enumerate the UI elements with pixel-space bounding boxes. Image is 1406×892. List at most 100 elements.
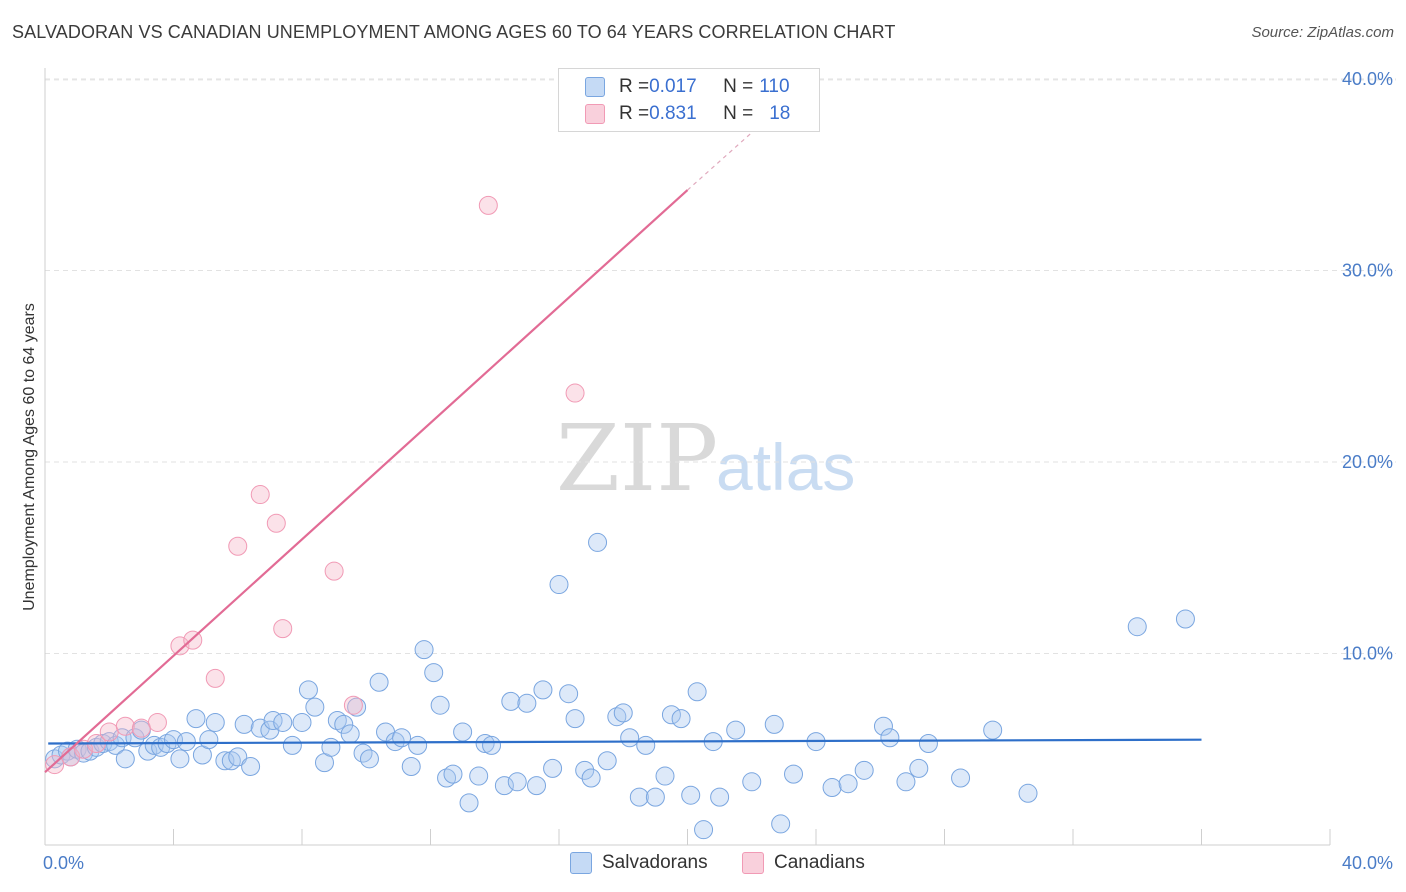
canadian-point — [565, 383, 585, 403]
salvadoran-point — [671, 709, 691, 729]
salvadoran-point — [234, 714, 254, 734]
salvadoran-point — [305, 697, 325, 717]
salvadoran-point — [661, 705, 681, 725]
series-swatch-salvadorans — [570, 852, 592, 874]
salvadoran-point — [298, 680, 318, 700]
salvadoran-point — [771, 814, 791, 834]
salvadoran-point — [186, 709, 206, 729]
salvadoran-point — [215, 751, 235, 771]
canadian-point — [228, 536, 248, 556]
legend-n-label: N = — [723, 103, 754, 124]
salvadoran-point — [1175, 609, 1195, 629]
salvadoran-point — [559, 684, 579, 704]
canadian-point — [131, 718, 151, 738]
salvadoran-point — [282, 735, 302, 755]
salvadoran-point — [469, 766, 489, 786]
canadian-point — [115, 716, 135, 736]
watermark-zip: ZIP — [556, 405, 718, 512]
salvadoran-point — [629, 787, 649, 807]
salvadoran-point — [359, 749, 379, 769]
series-label-canadians: Canadians — [774, 852, 865, 873]
salvadoran-point — [873, 716, 893, 736]
salvadoran-point — [401, 756, 421, 776]
salvadoran-point — [694, 820, 714, 840]
grid-lines — [45, 78, 1396, 654]
salvadoran-point — [880, 728, 900, 748]
salvadoran-point — [205, 712, 225, 732]
salvadoran-point — [453, 722, 473, 742]
y-tick-label: 20.0% — [1342, 452, 1393, 472]
salvadoran-point — [430, 695, 450, 715]
x-tick-label: 0.0% — [43, 853, 84, 873]
salvadoran-point — [115, 749, 135, 769]
salvadoran-trend-line — [48, 738, 1202, 745]
salvadoran-point — [588, 532, 608, 552]
salvadoran-point — [620, 728, 640, 748]
legend-n-value: 110 — [759, 76, 790, 97]
salvadoran-point — [273, 712, 293, 732]
correlation-legend: R = 0.017 N = 110 R = 0.831 N = 18 — [558, 68, 820, 132]
axes — [44, 68, 1331, 846]
salvadoran-point — [263, 711, 283, 731]
legend-r-label: R = — [619, 103, 650, 124]
legend-n-label: N = — [723, 76, 754, 97]
canadian-point — [266, 513, 286, 533]
salvadoran-point — [687, 682, 707, 702]
salvadoran-point — [838, 774, 858, 794]
salvadoran-point — [822, 778, 842, 798]
salvadoran-point — [784, 764, 804, 784]
x-tick-label: 40.0% — [1342, 853, 1393, 873]
salvadoran-point — [292, 712, 312, 732]
salvadoran-point — [549, 575, 569, 595]
watermark-atlas: atlas — [716, 430, 855, 504]
salvadoran-point — [613, 703, 633, 723]
salvadoran-point — [321, 737, 341, 757]
canadian-point — [74, 739, 94, 759]
legend-row-salvadorans: R = 0.017 N = 110 — [585, 76, 790, 98]
salvadoran-point — [199, 730, 219, 750]
canadian-point — [478, 195, 498, 215]
legend-swatch-salvadorans — [585, 77, 605, 97]
salvadoran-point — [334, 714, 354, 734]
salvadoran-point — [517, 693, 537, 713]
salvadoran-point — [726, 720, 746, 740]
canadian-point — [343, 695, 363, 715]
salvadoran-point — [918, 734, 938, 754]
salvadoran-point — [494, 776, 514, 796]
salvadoran-point — [1127, 617, 1147, 637]
canadian-trend-line — [44, 189, 689, 774]
salvadoran-point — [533, 680, 553, 700]
series-legend-salvadorans: Salvadorans — [570, 852, 708, 874]
salvadoran-point — [170, 749, 190, 769]
canadian-point — [170, 636, 190, 656]
salvadoran-point — [392, 728, 412, 748]
series-swatch-canadians — [742, 852, 764, 874]
canadian-point — [324, 561, 344, 581]
salvadoran-point — [854, 760, 874, 780]
salvadoran-point — [443, 764, 463, 784]
y-tick-label: 40.0% — [1342, 69, 1393, 89]
salvadoran-point — [951, 768, 971, 788]
legend-r-value: 0.831 — [649, 103, 697, 124]
salvadoran-point — [543, 758, 563, 778]
salvadoran-point — [527, 776, 547, 796]
salvadoran-point — [347, 697, 367, 717]
salvadoran-point — [501, 691, 521, 711]
canadian-point — [99, 722, 119, 742]
salvadoran-point — [176, 732, 196, 752]
salvadoran-point — [909, 758, 929, 778]
salvadoran-point — [369, 672, 389, 692]
legend-r-value: 0.017 — [649, 76, 697, 97]
salvadoran-point — [645, 787, 665, 807]
salvadoran-point — [742, 772, 762, 792]
salvadoran-point — [507, 772, 527, 792]
tick-labels: 10.0% 20.0% 30.0% 40.0% 0.0% 40.0% — [43, 69, 1393, 873]
canadian-point — [147, 712, 167, 732]
salvadoran-point — [710, 787, 730, 807]
salvadoran-point — [636, 735, 656, 755]
salvadoran-point — [565, 709, 585, 729]
salvadoran-point — [581, 768, 601, 788]
trend-lines — [44, 74, 1202, 774]
series-label-salvadorans: Salvadorans — [602, 852, 708, 873]
